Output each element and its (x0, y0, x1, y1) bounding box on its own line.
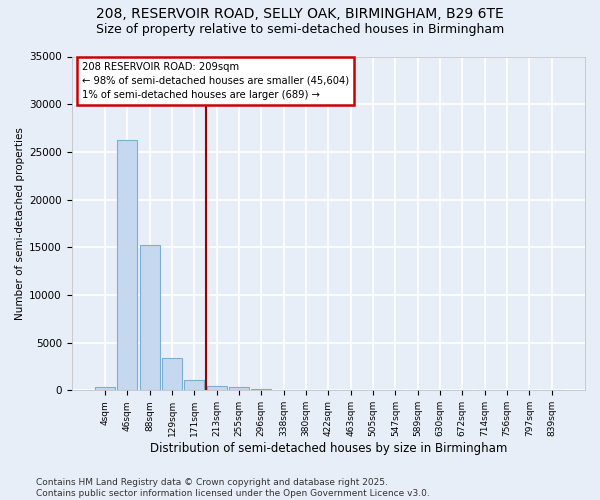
Text: 208, RESERVOIR ROAD, SELLY OAK, BIRMINGHAM, B29 6TE: 208, RESERVOIR ROAD, SELLY OAK, BIRMINGH… (96, 8, 504, 22)
Bar (206, 386, 227, 390)
Y-axis label: Number of semi-detached properties: Number of semi-detached properties (15, 127, 25, 320)
Bar (118, 140, 137, 390)
X-axis label: Distribution of semi-detached houses by size in Birmingham: Distribution of semi-detached houses by … (149, 442, 507, 455)
Bar (95, 386, 115, 390)
Text: Contains HM Land Registry data © Crown copyright and database right 2025.
Contai: Contains HM Land Registry data © Crown c… (36, 478, 430, 498)
Bar (140, 246, 160, 390)
Bar (184, 380, 205, 390)
Bar (162, 358, 182, 390)
Text: Size of property relative to semi-detached houses in Birmingham: Size of property relative to semi-detach… (96, 22, 504, 36)
Bar (229, 388, 249, 390)
Text: 208 RESERVOIR ROAD: 209sqm
← 98% of semi-detached houses are smaller (45,604)
1%: 208 RESERVOIR ROAD: 209sqm ← 98% of semi… (82, 62, 349, 100)
